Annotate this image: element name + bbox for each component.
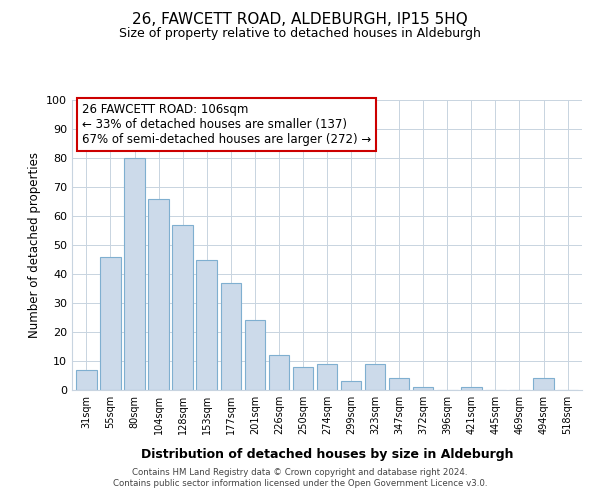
Text: 26, FAWCETT ROAD, ALDEBURGH, IP15 5HQ: 26, FAWCETT ROAD, ALDEBURGH, IP15 5HQ (132, 12, 468, 28)
Bar (100, 256, 121, 390)
Bar (533, 378, 554, 390)
Bar (293, 367, 313, 390)
Y-axis label: Number of detached properties: Number of detached properties (28, 152, 41, 338)
Text: 26 FAWCETT ROAD: 106sqm
← 33% of detached houses are smaller (137)
67% of semi-d: 26 FAWCETT ROAD: 106sqm ← 33% of detache… (82, 103, 371, 146)
Bar (245, 320, 265, 390)
Bar (341, 382, 361, 390)
Bar (317, 364, 337, 390)
Bar (76, 370, 97, 390)
Bar (389, 378, 409, 390)
Text: Size of property relative to detached houses in Aldeburgh: Size of property relative to detached ho… (119, 28, 481, 40)
Bar (365, 364, 385, 390)
Bar (413, 387, 433, 390)
Bar (269, 355, 289, 390)
Bar (196, 260, 217, 390)
Text: Contains HM Land Registry data © Crown copyright and database right 2024.
Contai: Contains HM Land Registry data © Crown c… (113, 468, 487, 487)
Bar (221, 282, 241, 390)
Bar (461, 387, 482, 390)
Bar (148, 198, 169, 390)
Bar (172, 224, 193, 390)
X-axis label: Distribution of detached houses by size in Aldeburgh: Distribution of detached houses by size … (141, 448, 513, 461)
Bar (124, 158, 145, 390)
